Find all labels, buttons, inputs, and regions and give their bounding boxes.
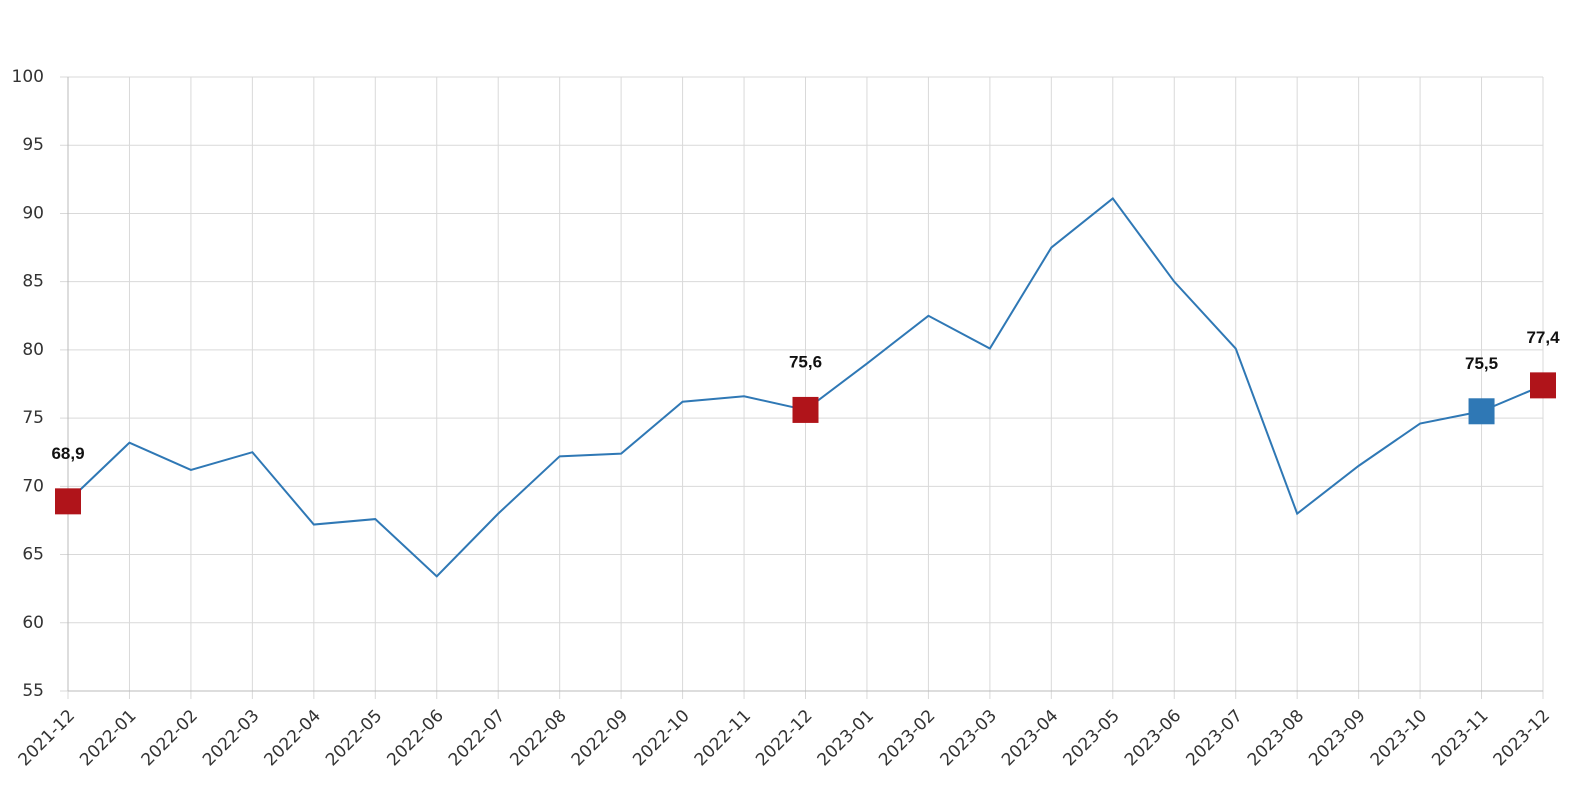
x-tick-label: 2022-09 xyxy=(568,706,632,770)
x-tick-label: 2022-07 xyxy=(445,706,509,770)
highlight-marker xyxy=(1468,398,1495,425)
x-tick-label: 2023-11 xyxy=(1428,706,1492,770)
x-tick-label: 2022-03 xyxy=(199,706,263,770)
y-tick-label: 70 xyxy=(22,476,44,496)
x-tick-label: 2023-01 xyxy=(814,706,878,770)
y-tick-label: 75 xyxy=(22,408,44,428)
y-tick-label: 80 xyxy=(22,340,44,360)
y-tick-label: 55 xyxy=(22,681,44,701)
x-tick-label: 2023-06 xyxy=(1121,706,1185,770)
x-tick-label: 2023-05 xyxy=(1059,706,1123,770)
x-tick-label: 2022-12 xyxy=(752,706,816,770)
y-tick-label: 60 xyxy=(22,613,44,633)
x-tick-label: 2023-08 xyxy=(1244,706,1308,770)
value-label: 77,4 xyxy=(1526,328,1560,347)
x-tick-label: 2023-03 xyxy=(937,706,1001,770)
x-tick-label: 2023-02 xyxy=(875,706,939,770)
x-tick-label: 2023-12 xyxy=(1490,706,1554,770)
y-tick-label: 85 xyxy=(22,272,44,292)
x-tick-label: 2022-10 xyxy=(629,706,693,770)
y-tick-label: 100 xyxy=(12,67,44,87)
x-tick-label: 2023-07 xyxy=(1182,706,1246,770)
x-tick-label: 2022-05 xyxy=(322,706,386,770)
y-tick-label: 90 xyxy=(22,203,44,223)
x-tick-label: 2021-12 xyxy=(15,706,79,770)
value-label: 68,9 xyxy=(51,444,84,463)
x-tick-label: 2022-08 xyxy=(506,706,570,770)
y-tick-label: 65 xyxy=(22,545,44,565)
y-tick-label: 95 xyxy=(22,135,44,155)
x-tick-label: 2022-04 xyxy=(261,706,325,770)
x-tick-label: 2023-10 xyxy=(1367,706,1431,770)
x-tick-label: 2023-04 xyxy=(998,706,1062,770)
x-tick-label: 2022-06 xyxy=(383,706,447,770)
value-label: 75,6 xyxy=(789,352,822,371)
x-tick-label: 2022-02 xyxy=(138,706,202,770)
x-tick-label: 2022-11 xyxy=(691,706,755,770)
highlight-marker xyxy=(792,396,819,423)
highlight-marker xyxy=(1530,372,1556,399)
x-tick-label: 2023-09 xyxy=(1305,706,1369,770)
value-label: 75,5 xyxy=(1465,354,1498,373)
highlight-marker xyxy=(55,488,81,515)
x-tick-label: 2022-01 xyxy=(76,706,140,770)
